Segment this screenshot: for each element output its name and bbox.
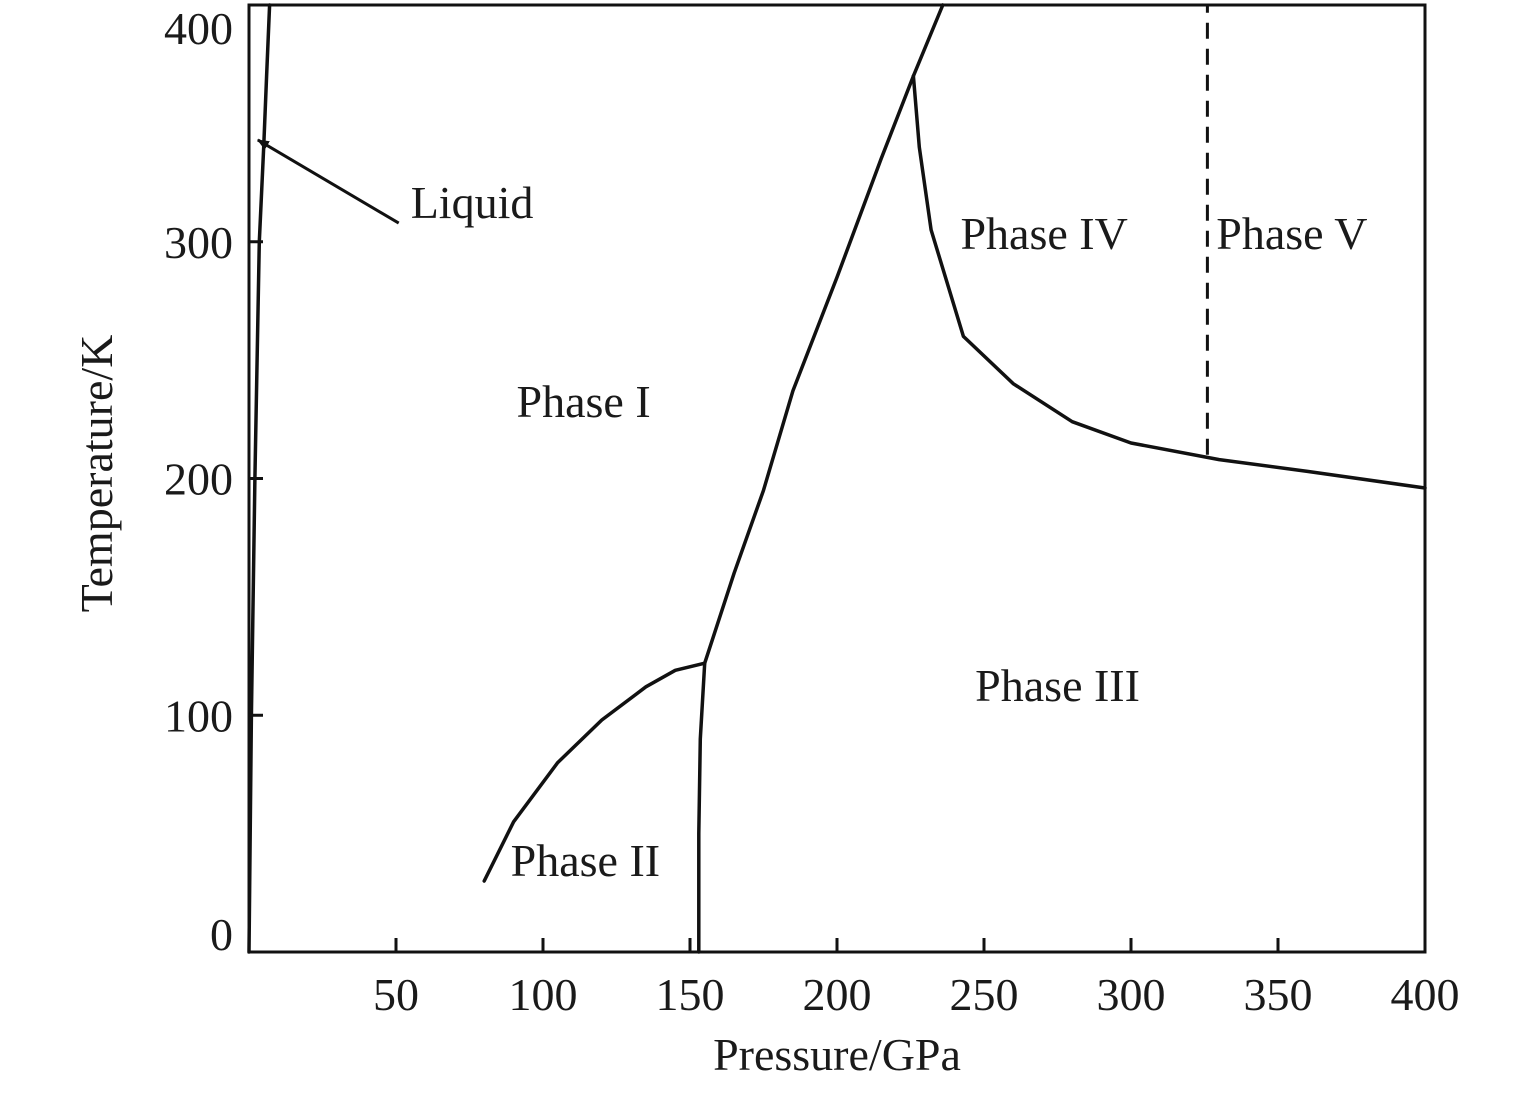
x-tick-label: 100: [509, 969, 578, 1020]
phase-boundary-4: [911, 74, 1427, 490]
phase-boundary-1: [482, 661, 707, 883]
x-tick-label: 300: [1097, 969, 1166, 1020]
y-tick-label: 400: [164, 3, 233, 54]
liquid-label: Liquid: [411, 177, 534, 228]
x-tick-label: 400: [1391, 969, 1460, 1020]
plot-frame: [247, 3, 1427, 954]
phase-boundary-3: [702, 3, 945, 665]
ticks-layer: 50 100 150 200 250 300 350 400 0 100 200 300 400: [164, 3, 1460, 1020]
series-layer: [247, 3, 1427, 954]
y-tick-label: 100: [164, 690, 233, 741]
phase-iv-label: Phase IV: [960, 208, 1127, 259]
y-axis-title: Temperature/K: [71, 335, 122, 613]
phase-i-label: Phase I: [517, 376, 651, 427]
phase-v-label: Phase V: [1216, 208, 1367, 259]
phase-iii-label: Phase III: [975, 660, 1140, 711]
y-tick-label: 200: [164, 454, 233, 505]
x-tick-label: 150: [656, 969, 725, 1020]
x-tick-label: 200: [803, 969, 872, 1020]
annotation-layer: Liquid Phase I Phase II Phase III Phase IV Ph…: [256, 138, 1367, 886]
phase-ii-label: Phase II: [511, 835, 660, 886]
x-axis-title: Pressure/GPa: [713, 1029, 961, 1080]
liquid-arrow: [256, 138, 400, 225]
x-tick-label: 250: [950, 969, 1019, 1020]
x-tick-label: 50: [373, 969, 419, 1020]
x-tick-label: 350: [1244, 969, 1313, 1020]
phase-boundary-2: [697, 661, 707, 954]
y-tick-label: 300: [164, 217, 233, 268]
y-tick-label: 0: [210, 909, 233, 960]
